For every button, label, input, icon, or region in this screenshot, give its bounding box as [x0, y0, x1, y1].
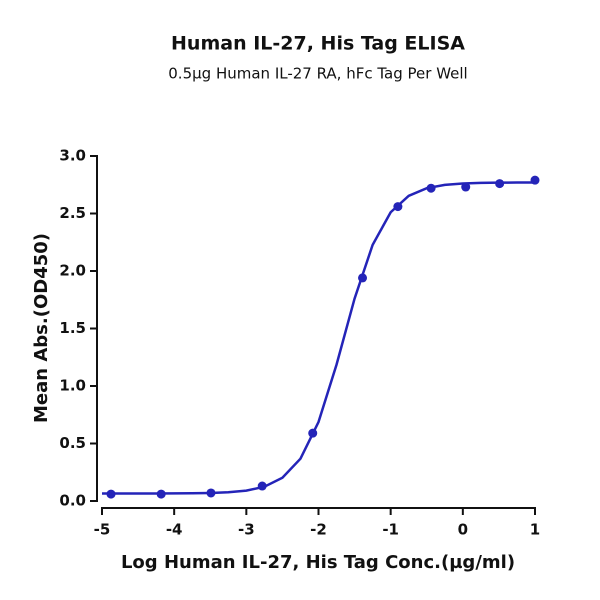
data-point [530, 175, 540, 185]
x-tick-label: -5 [94, 521, 111, 539]
y-tick-label: 1.5 [59, 319, 86, 337]
x-tick-label: -3 [238, 521, 255, 539]
x-axis-label: Log Human IL-27, His Tag Conc.(µg/ml) [121, 552, 515, 573]
x-tick-label: 0 [458, 521, 468, 539]
chart-title: Human IL-27, His Tag ELISA [171, 33, 465, 55]
data-point [156, 489, 166, 499]
y-tick-label: 1.0 [59, 377, 86, 395]
data-point [461, 182, 471, 192]
data-point [426, 183, 436, 193]
data-point [206, 488, 216, 498]
data-point [495, 179, 505, 189]
data-point [358, 273, 368, 283]
data-point [106, 489, 116, 499]
chart-subtitle: 0.5µg Human IL-27 RA, hFc Tag Per Well [168, 65, 467, 83]
y-axis-label: Mean Abs.(OD450) [31, 233, 52, 423]
x-tick-label: -4 [166, 521, 183, 539]
y-tick-label: 2.5 [59, 204, 86, 222]
y-tick-label: 0.0 [59, 492, 86, 510]
y-tick-label: 2.0 [59, 262, 86, 280]
x-tick-label: -2 [310, 521, 327, 539]
x-tick-label: -1 [382, 521, 399, 539]
data-point [393, 202, 403, 212]
data-point [308, 428, 318, 438]
fit-curve [102, 181, 536, 495]
y-tick-label: 0.5 [59, 434, 86, 452]
data-point [257, 481, 267, 491]
x-tick-label: 1 [530, 521, 540, 539]
y-tick-label: 3.0 [59, 147, 86, 165]
